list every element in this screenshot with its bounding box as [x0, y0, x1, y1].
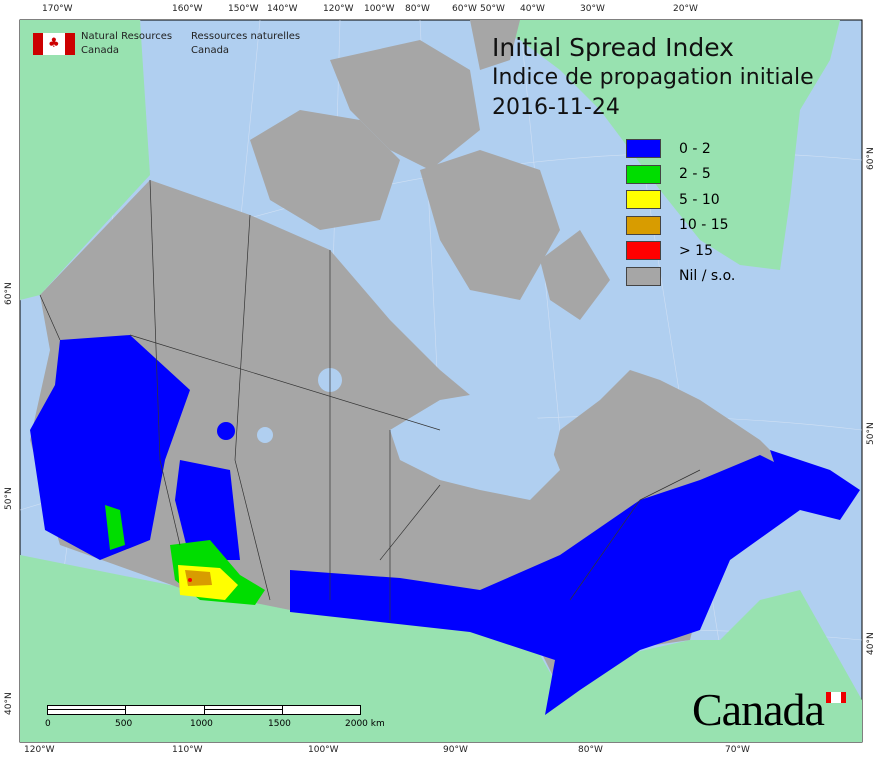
- title-fr: Indice de propagation initiale: [492, 65, 814, 90]
- legend-item: 10 - 15: [626, 213, 735, 239]
- scale-label: 1500: [268, 719, 291, 729]
- tick: 100°W: [364, 4, 395, 14]
- tick: 80°W: [405, 4, 430, 14]
- tick: 120°W: [323, 4, 354, 14]
- tick: 80°W: [578, 745, 603, 755]
- legend-item: 5 - 10: [626, 187, 735, 213]
- legend-item: 0 - 2: [626, 136, 735, 162]
- isi-high-region: [105, 505, 265, 605]
- tick: 100°W: [308, 745, 339, 755]
- nrcan-signature: ♣ Natural Resources Canada Ressources nat…: [33, 30, 300, 58]
- agency-en-country: Canada: [81, 45, 120, 56]
- tick: 60°N: [4, 282, 14, 305]
- tick: 70°W: [725, 745, 750, 755]
- tick: 90°W: [443, 745, 468, 755]
- canada-flag-icon: [826, 692, 846, 703]
- agency-fr-country: Canada: [191, 45, 230, 56]
- legend-item: > 15: [626, 238, 735, 264]
- map-date: 2016-11-24: [492, 95, 620, 120]
- tick: 40°N: [866, 632, 876, 655]
- tick: 120°W: [24, 745, 55, 755]
- tick: 20°W: [673, 4, 698, 14]
- scale-bar: 0 500 1000 1500 2000 km: [45, 705, 385, 729]
- map-title: Initial Spread Index Indice de propagati…: [492, 33, 814, 123]
- tick: 40°N: [4, 692, 14, 715]
- tick: 60°W: [452, 4, 477, 14]
- title-en: Initial Spread Index: [492, 33, 734, 62]
- tick: 40°W: [520, 4, 545, 14]
- alaska: [20, 20, 150, 300]
- tick: 60°N: [866, 147, 876, 170]
- scale-label: 1000: [190, 719, 213, 729]
- tick: 150°W: [228, 4, 259, 14]
- tick: 160°W: [172, 4, 203, 14]
- province-borders: [39, 179, 701, 620]
- tick: 110°W: [172, 745, 203, 755]
- tick: 50°N: [866, 422, 876, 445]
- legend: 0 - 2 2 - 5 5 - 10 10 - 15 > 15 Nil / s.…: [626, 136, 735, 289]
- agency-fr: Ressources naturelles: [191, 31, 301, 42]
- scale-label: 0: [45, 719, 51, 729]
- tick: 50°N: [4, 487, 14, 510]
- canada-flag-icon: ♣: [33, 33, 75, 55]
- canada-wordmark: Canada: [692, 684, 825, 735]
- scale-label: 500: [115, 719, 133, 729]
- tick: 170°W: [42, 4, 73, 14]
- tick: 50°W: [480, 4, 505, 14]
- isi-0-2: [30, 335, 860, 715]
- tick: 140°W: [267, 4, 298, 14]
- agency-en: Natural Resources: [81, 31, 173, 42]
- legend-item: Nil / s.o.: [626, 264, 735, 290]
- legend-item: 2 - 5: [626, 162, 735, 188]
- scale-label: 2000 km: [345, 719, 385, 729]
- tick: 30°W: [580, 4, 605, 14]
